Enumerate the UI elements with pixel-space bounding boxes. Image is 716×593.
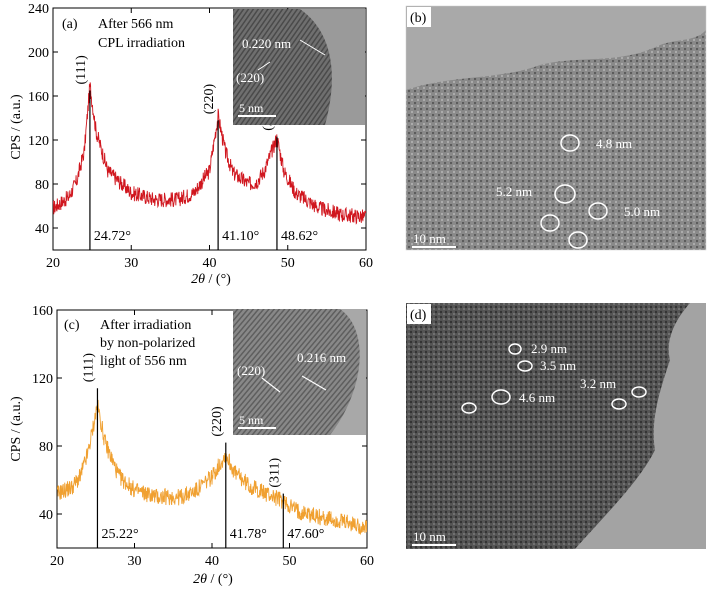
micrograph-d-size-label: 3.2 nm [580, 376, 616, 391]
chart-c-x-tick-label: 60 [360, 554, 374, 569]
micrograph-b-particle-circle [588, 202, 608, 220]
micrograph-d-particle-circle [517, 360, 533, 372]
chart-c-inset-arrow-left [261, 377, 281, 393]
chart-c-series-line [57, 399, 367, 536]
micrograph-d-size-label: 3.5 nm [540, 358, 576, 373]
micrograph-b-size-label: 4.8 nm [596, 136, 632, 151]
chart-a-peak-value-label: 48.62° [281, 229, 318, 244]
chart-a-inset-hrtem: 0.220 nm (220) 5 nm [233, 9, 365, 125]
chart-a-x-tick-label: 30 [124, 256, 138, 271]
chart-c-peak-value-label: 25.22° [101, 527, 138, 542]
chart-c-plot-area [57, 388, 367, 548]
chart-a-y-tick-label: 240 [28, 2, 49, 17]
chart-c-y-tick-label: 160 [32, 304, 53, 319]
chart-a-x-tick-label: 50 [281, 256, 295, 271]
micrograph-d-size-label: 2.9 nm [531, 341, 567, 356]
micrograph-d-size-label: 4.6 nm [519, 390, 555, 405]
chart-c-inset-hrtem: (220) 0.216 nm 5 nm [233, 309, 366, 435]
chart-a-y-tick-label: 40 [35, 222, 49, 237]
micrograph-d-panel-label: (d) [410, 308, 427, 323]
micrograph-d-particle-region [406, 303, 690, 549]
micrograph-b-size-label: 5.0 nm [624, 204, 660, 219]
chart-c-inset-plane: (220) [237, 363, 265, 378]
micrograph-b-panel-label: (b) [410, 11, 427, 26]
micrograph-b-particle-region [406, 30, 706, 250]
chart-c-inset-arrow-right [301, 375, 327, 391]
chart-a-peak-value-label: 24.72° [94, 229, 131, 244]
chart-a-x-tick-label: 20 [46, 256, 60, 271]
chart-a-inset-scale-label: 5 nm [239, 101, 264, 115]
chart-a-annotation-line-2: CPL irradiation [98, 36, 185, 51]
micrograph-b-particle-circle [568, 231, 588, 249]
chart-c-axes: (111) 25.22° (220) 41.78° (311) 47.60° 20 30 40 5… [32, 304, 374, 569]
chart-c-x-tick-label: 50 [283, 554, 297, 569]
chart-c-x-tick-label: 40 [205, 554, 219, 569]
chart-a-plot-area [53, 82, 366, 250]
chart-c-inset-scale-label: 5 nm [239, 413, 264, 427]
chart-a-y-tick-label: 120 [28, 134, 49, 149]
chart-a-y-tick-label: 200 [28, 46, 49, 61]
chart-c-annotation-line-1: After irradiation [100, 318, 191, 333]
chart-a-x-tick-label: 40 [203, 256, 217, 271]
micrograph-d-particle-circle [611, 398, 627, 410]
chart-c-peak-label: (111) [81, 353, 96, 383]
chart-a-y-tick-label: 80 [35, 178, 49, 193]
chart-c-y-tick-label: 120 [32, 372, 53, 387]
chart-c-peak-label: (311) [267, 457, 282, 487]
chart-a-inset-d-spacing: 0.220 nm [242, 36, 291, 51]
chart-a-peak-label: (220) [202, 84, 217, 115]
chart-c-peak-label: (220) [210, 406, 225, 437]
chart-a-inset-plane: (220) [236, 70, 264, 85]
chart-a-y-axis-label: CPS / (a.u.) [9, 94, 24, 160]
micrograph-d: (d) 2.9 nm 3.5 nm 4.6 nm 3.2 nm 10 nm [406, 303, 706, 549]
chart-c: (111) 25.22° (220) 41.78° (311) 47.60° 20 30 40 5… [9, 304, 374, 587]
chart-c-annotation-line-3: light of 556 nm [100, 354, 187, 369]
micrograph-d-particle-circle [461, 402, 477, 414]
chart-c-x-tick-label: 20 [50, 554, 64, 569]
chart-a-peak-value-label: 41.10° [222, 229, 259, 244]
micrograph-d-particle-circle [491, 389, 511, 405]
chart-c-peak-value-label: 47.60° [287, 527, 324, 542]
chart-a-panel-label: (a) [62, 17, 78, 32]
chart-a-x-axis-label: 2θ / (°) [191, 272, 231, 287]
chart-a-annotation-line-1: After 566 nm [98, 17, 174, 32]
chart-a-series-line [53, 82, 366, 225]
chart-c-annotation-line-2: by non-polarized [100, 336, 195, 351]
chart-a-x-tick-label: 60 [359, 256, 373, 271]
chart-c-y-tick-label: 80 [39, 440, 53, 455]
chart-a: (111)24.72°(220)41.10°(311)48.62°2030405… [9, 2, 373, 287]
chart-a-y-tick-label: 160 [28, 90, 49, 105]
chart-c-inset-d-spacing: 0.216 nm [297, 350, 346, 365]
micrograph-b-scale-label: 10 nm [413, 231, 446, 246]
chart-c-y-axis-label: CPS / (a.u.) [9, 396, 24, 462]
micrograph-b-size-label: 5.2 nm [496, 184, 532, 199]
chart-a-inset-arrow [299, 39, 326, 56]
micrograph-d-scale-label: 10 nm [413, 529, 446, 544]
micrograph-b-particle-circle [540, 214, 560, 232]
chart-c-panel-label: (c) [64, 318, 80, 333]
micrograph-d-particle-circle [631, 386, 647, 398]
chart-c-x-tick-label: 30 [128, 554, 142, 569]
chart-c-x-axis-label: 2θ / (°) [193, 572, 233, 587]
chart-c-peak-value-label: 41.78° [230, 527, 267, 542]
micrograph-b-particle-circle [560, 134, 580, 152]
micrograph-b-particle-circle [554, 184, 576, 204]
micrograph-b: (b) 4.8 nm 5.2 nm 5.0 nm 10 nm [405, 5, 707, 251]
micrograph-d-particle-circle [508, 343, 522, 355]
chart-a-peak-label: (111) [74, 55, 89, 85]
chart-c-y-tick-label: 40 [39, 508, 53, 523]
